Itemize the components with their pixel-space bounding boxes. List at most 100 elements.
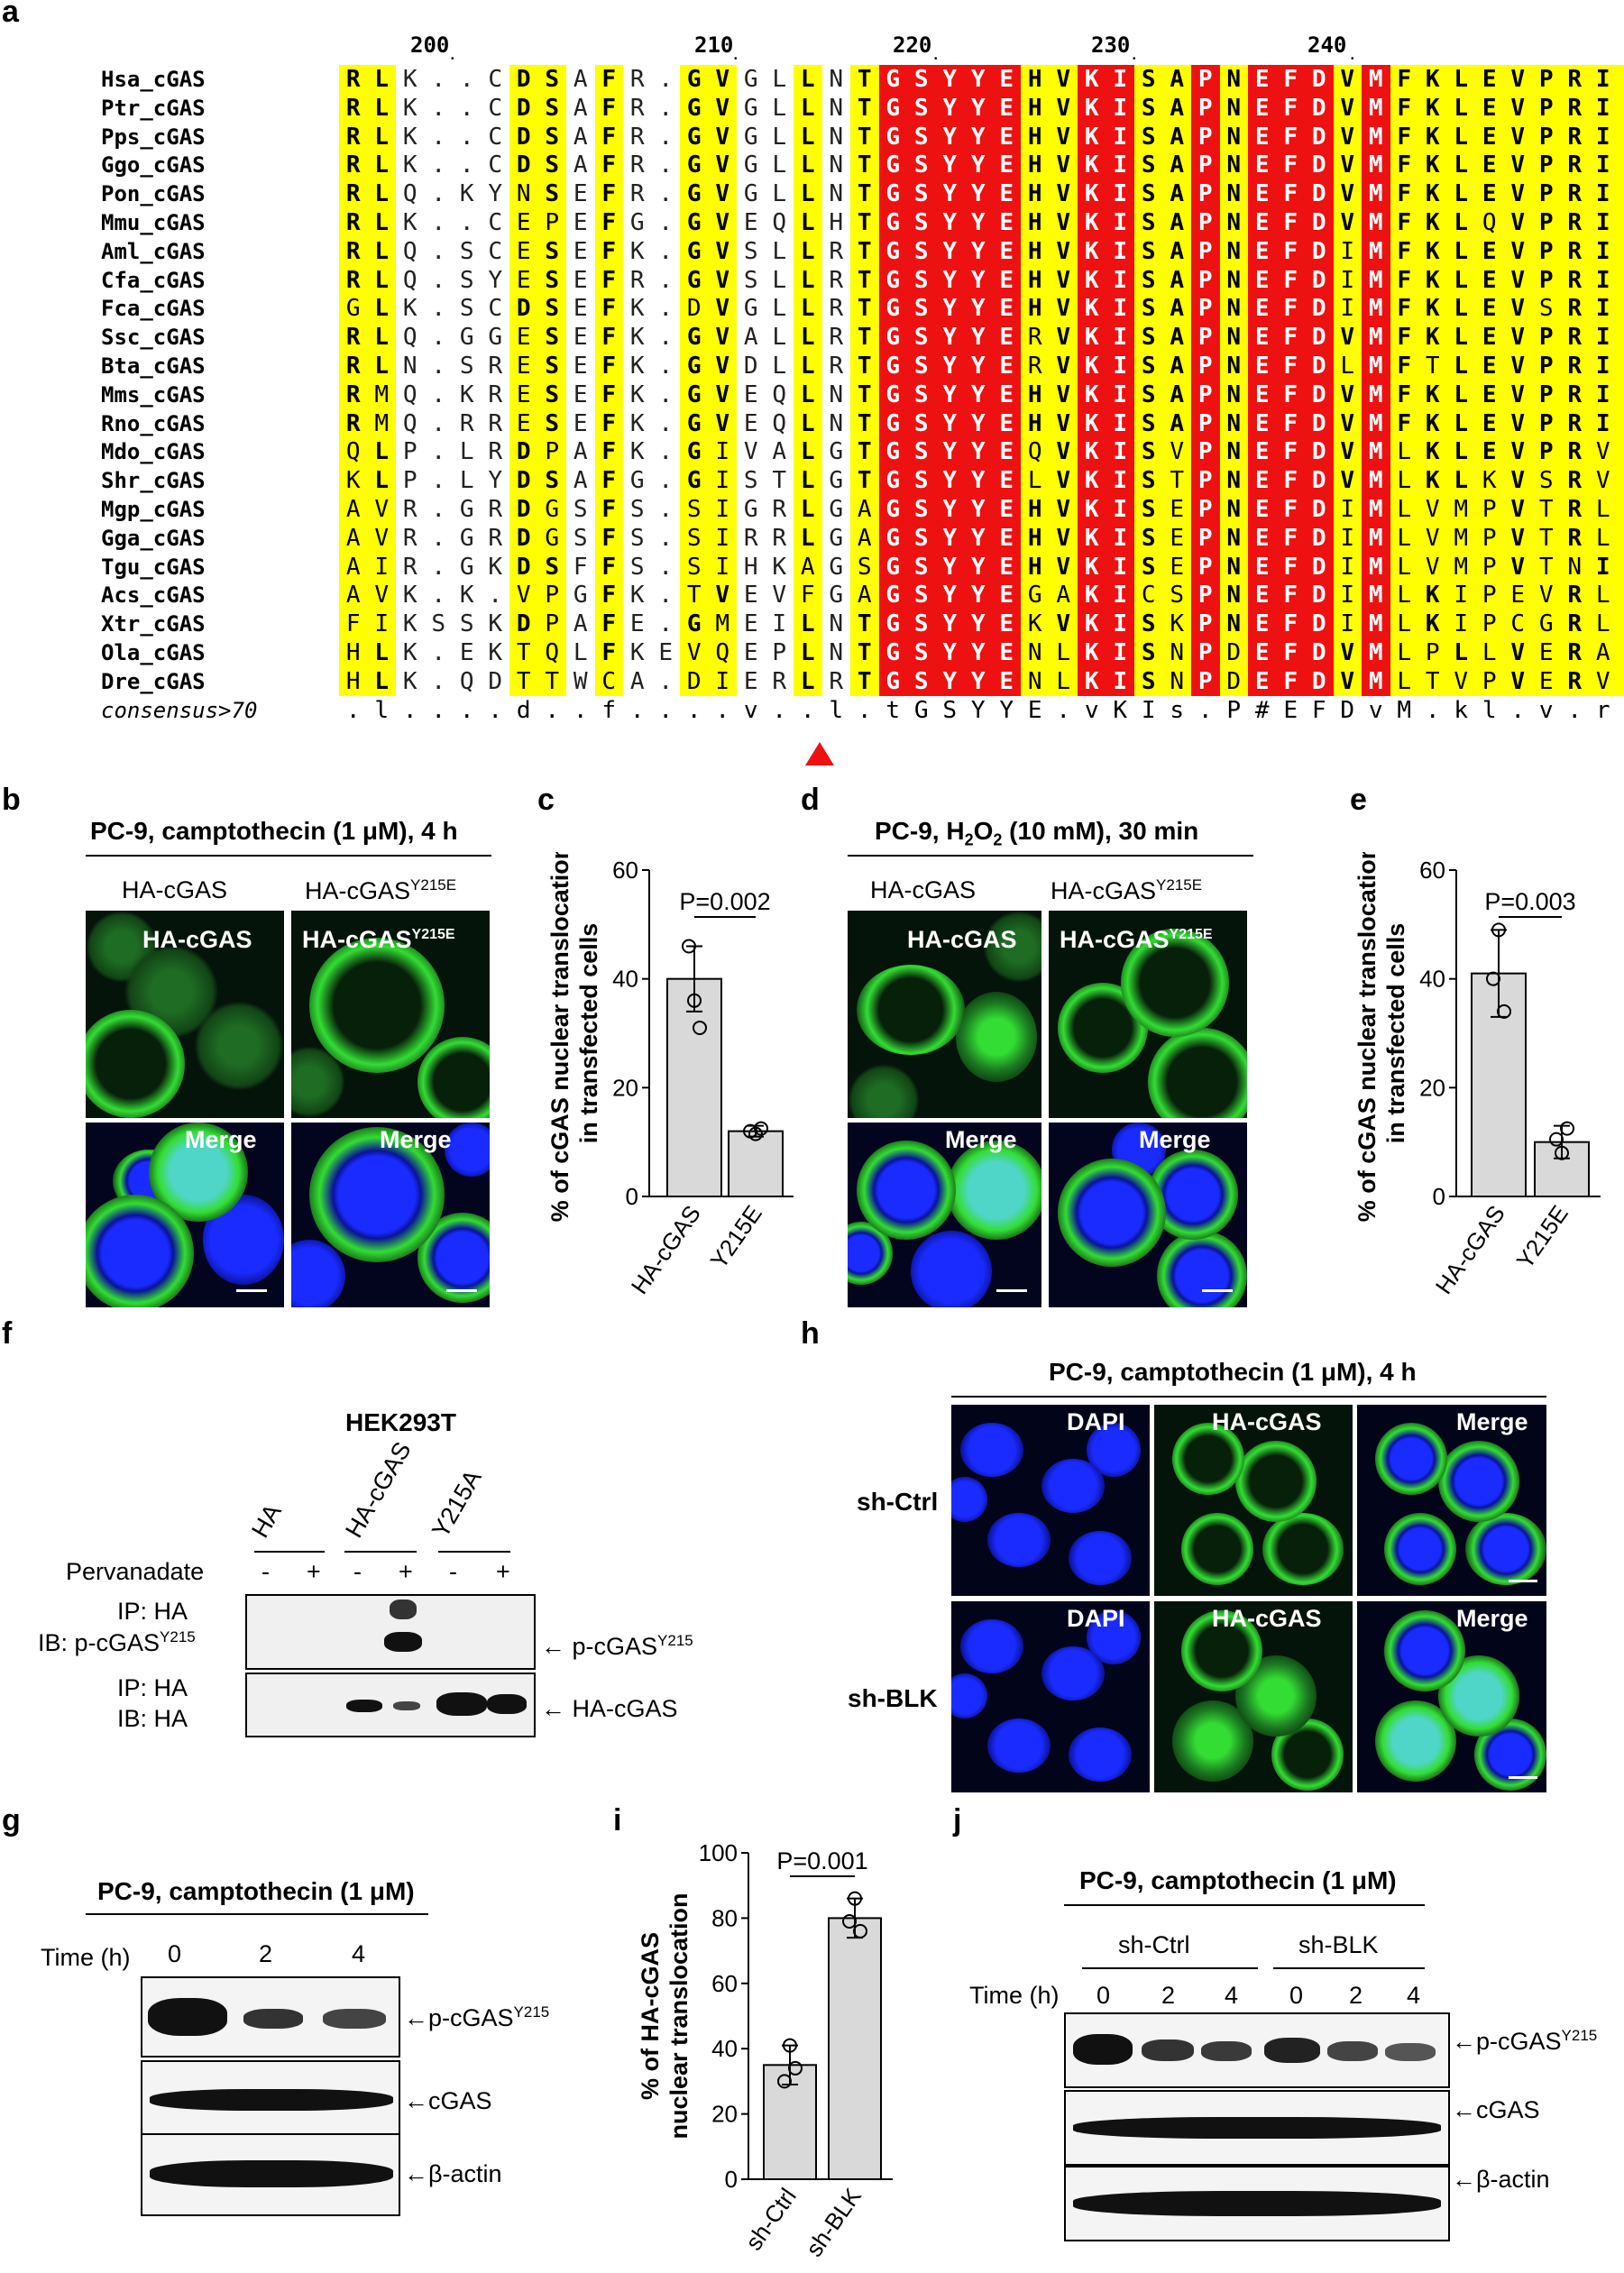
cell [309,938,445,1073]
time-point: 0 [1096,1982,1111,2009]
cell [1058,1159,1166,1267]
cell [1041,1459,1105,1513]
panel-j-time-label: Time (h) [969,1982,1060,2009]
panel-b-rule [86,855,491,857]
scale-bar [446,1289,477,1292]
panel-label-j: j [953,1803,962,1838]
data-point [1486,971,1500,986]
cell [1172,1423,1244,1495]
species-label: Ola_cGAS [101,640,206,665]
ruler-dot: • [934,54,938,64]
data-point [788,2060,803,2076]
blot-j-cgas [1064,2090,1450,2166]
species-label: Pps_cGAS [101,124,206,150]
species-label: Ptr_cGAS [101,95,206,121]
micrograph-label: HA-cGASY215E [1060,926,1213,953]
panel-j-rule [1064,1904,1425,1906]
species-label: Pon_cGAS [101,181,206,207]
blot-band [393,1701,420,1710]
panel-h-row-label-sh-blk: sh-BLK [848,1684,938,1712]
species-label: Xtr_cGAS [101,611,206,637]
panel-j-title: PC-9, camptothecin (1 μM) [1079,1866,1397,1894]
cell [911,1231,992,1307]
p-value: P=0.001 [776,1847,867,1874]
panel-label-b: b [2,783,21,817]
cell [1121,929,1229,1037]
species-label: Tgu_cGAS [101,554,206,580]
blot-band [150,2160,393,2187]
cell [1465,1513,1546,1585]
blot-band [346,1700,382,1712]
group-rule [438,1551,510,1553]
panel-b-col2-label: HA-cGASY215E [305,876,457,904]
species-label: Ggo_cGAS [101,152,206,179]
row1-ib-label: IB: p-cGASY215 [38,1628,196,1656]
panel-h-rule [951,1396,1546,1398]
micrograph-label: HA-cGAS [907,926,1017,953]
blot-band [1073,2191,1441,2216]
micrograph-label: HA-cGAS [1212,1605,1322,1632]
arrow-label-p-cgas: ←p-cGASY215 [1452,2027,1598,2055]
arrow-label-actin: ←β-actin [404,2160,502,2187]
consensus-label: consensus>70 [101,697,258,723]
panel-label-f: f [2,1316,13,1351]
species-label: Gga_cGAS [101,525,206,551]
species-label: Fca_cGAS [101,296,206,322]
panel-label-g: g [2,1803,21,1838]
scale-bar [1202,1289,1233,1292]
blot-j-actin [1064,2166,1450,2241]
micrograph-label: HA-cGASY215E [302,926,455,953]
y-tick-label: 100 [699,1839,738,1866]
blot-g-p-cgas [141,1976,400,2058]
cell [956,992,1037,1082]
cell [86,1195,194,1307]
micrograph-label: Merge [185,1126,257,1153]
pervanadate-label: Pervanadate [66,1558,205,1585]
ruler-dot: • [1133,54,1136,64]
x-tick-label: sh-BLK [800,2183,867,2262]
micrograph-label: HA-cGAS [142,926,252,953]
micrograph-b-y215e: HA-cGASY215E [291,911,490,1118]
pervanadate-sign: + [307,1558,321,1585]
cell [1384,1610,1465,1691]
blot-band [384,1632,422,1652]
panel-f-group-y215a: Y215A [427,1465,487,1543]
cell [951,1477,987,1522]
data-point [1497,1004,1511,1019]
pervanadate-sign: - [261,1558,270,1585]
blot-band [148,1998,227,2036]
panel-h-row-label-sh-ctrl: sh-Ctrl [857,1488,939,1516]
cell [1375,1423,1447,1495]
bar-chart-e: % of cGAS nuclear translocation in transf… [1353,852,1601,1299]
micrograph-d-y215e-merge: Merge [1049,1123,1247,1307]
data-point [693,1020,707,1035]
bar [728,1130,784,1198]
panel-g-title: PC-9, camptothecin (1 μM) [97,1877,415,1905]
ruler-240: 240 [1307,32,1347,58]
cell [1069,1728,1132,1782]
blot-f-p-cgas [245,1594,536,1670]
panel-d-col1-label: HA-cGAS [870,876,977,903]
scale-bar [1509,1776,1537,1779]
micrograph-h-ctrl-ha-cgas: HA-cGAS [1154,1405,1353,1596]
time-point: 4 [1407,1982,1421,2009]
x-tick-label: HA-cGAS [1430,1200,1510,1299]
arrow-label-ha-cgas: ← HA-cGAS [541,1695,678,1722]
micrograph-d-ha-cgas: HA-cGAS [848,911,1041,1118]
y-tick-label: 20 [612,1074,638,1101]
cell [987,1513,1051,1567]
y-tick-label: 20 [711,2101,738,2128]
y-axis-label: nuclear translocation [665,1893,693,2139]
bar [666,977,722,1197]
panel-b-col1-label: HA-cGAS [122,876,228,903]
cell [445,1123,490,1177]
cell [947,1141,1041,1240]
